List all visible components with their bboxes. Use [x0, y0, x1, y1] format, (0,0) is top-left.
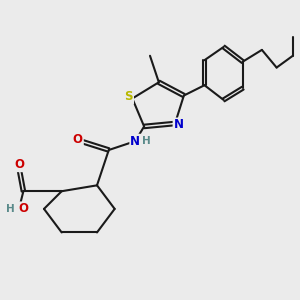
Text: S: S — [124, 91, 133, 103]
Text: N: N — [174, 118, 184, 131]
Text: O: O — [14, 158, 24, 171]
Text: N: N — [130, 135, 140, 148]
Text: O: O — [18, 202, 28, 215]
Text: H: H — [6, 204, 14, 214]
Text: O: O — [73, 133, 83, 146]
Text: H: H — [142, 136, 151, 146]
